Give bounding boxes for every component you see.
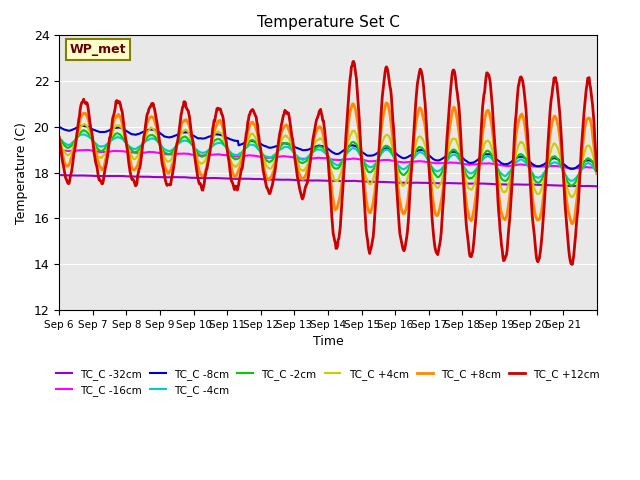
TC_C -2cm bbox=[80, 127, 88, 133]
TC_C -4cm bbox=[119, 136, 127, 142]
TC_C -2cm bbox=[244, 140, 252, 146]
TC_C -32cm bbox=[55, 172, 63, 178]
Line: TC_C +8cm: TC_C +8cm bbox=[59, 103, 597, 224]
TC_C +8cm bbox=[384, 101, 392, 107]
Line: TC_C -8cm: TC_C -8cm bbox=[59, 126, 597, 169]
TC_C +8cm bbox=[568, 221, 576, 227]
TC_C -16cm bbox=[384, 157, 392, 163]
TC_C -8cm bbox=[384, 145, 392, 151]
TC_C -4cm bbox=[244, 143, 252, 149]
TC_C +12cm bbox=[264, 187, 272, 193]
TC_C -2cm bbox=[568, 183, 575, 189]
TC_C +8cm bbox=[593, 171, 601, 177]
TC_C -16cm bbox=[414, 158, 422, 164]
TC_C -4cm bbox=[414, 150, 422, 156]
TC_C +8cm bbox=[217, 120, 225, 125]
TC_C +12cm bbox=[244, 120, 252, 125]
TC_C -4cm bbox=[80, 132, 88, 137]
TC_C +4cm bbox=[119, 128, 127, 134]
TC_C -32cm bbox=[118, 173, 126, 179]
TC_C -32cm bbox=[413, 180, 421, 186]
TC_C +8cm bbox=[118, 120, 126, 126]
TC_C +4cm bbox=[81, 121, 88, 127]
X-axis label: Time: Time bbox=[312, 335, 343, 348]
TC_C -2cm bbox=[414, 145, 422, 151]
TC_C -8cm bbox=[119, 126, 127, 132]
Line: TC_C -16cm: TC_C -16cm bbox=[59, 150, 597, 168]
TC_C -16cm bbox=[82, 147, 90, 153]
TC_C -2cm bbox=[218, 138, 226, 144]
Line: TC_C -4cm: TC_C -4cm bbox=[59, 134, 597, 181]
TC_C -8cm bbox=[79, 123, 87, 129]
Line: TC_C +12cm: TC_C +12cm bbox=[59, 61, 597, 264]
TC_C +4cm bbox=[593, 170, 601, 176]
TC_C +12cm bbox=[414, 77, 422, 83]
TC_C -4cm bbox=[55, 135, 63, 141]
TC_C +12cm bbox=[55, 135, 63, 141]
TC_C -2cm bbox=[593, 169, 601, 175]
TC_C +12cm bbox=[349, 59, 357, 64]
TC_C -32cm bbox=[264, 177, 272, 182]
TC_C +12cm bbox=[217, 109, 225, 115]
Text: WP_met: WP_met bbox=[70, 43, 127, 56]
TC_C -16cm bbox=[55, 147, 63, 153]
TC_C +8cm bbox=[55, 134, 63, 140]
TC_C -8cm bbox=[218, 132, 226, 138]
TC_C -32cm bbox=[244, 176, 252, 181]
TC_C -4cm bbox=[218, 141, 226, 146]
TC_C +12cm bbox=[568, 262, 576, 267]
TC_C +4cm bbox=[218, 131, 226, 136]
TC_C +4cm bbox=[414, 135, 422, 141]
TC_C +12cm bbox=[118, 109, 126, 115]
TC_C -8cm bbox=[593, 163, 601, 168]
TC_C -16cm bbox=[568, 166, 575, 171]
TC_C -4cm bbox=[384, 147, 392, 153]
TC_C -8cm bbox=[244, 138, 252, 144]
TC_C -8cm bbox=[265, 144, 273, 150]
TC_C -16cm bbox=[593, 165, 601, 171]
TC_C -16cm bbox=[244, 153, 252, 158]
TC_C +4cm bbox=[244, 137, 252, 143]
TC_C -4cm bbox=[568, 178, 575, 184]
TC_C -2cm bbox=[384, 144, 392, 149]
TC_C -8cm bbox=[55, 124, 63, 130]
TC_C -8cm bbox=[414, 148, 422, 154]
TC_C -2cm bbox=[55, 134, 63, 140]
TC_C +8cm bbox=[414, 109, 422, 115]
TC_C -2cm bbox=[265, 159, 273, 165]
Line: TC_C -2cm: TC_C -2cm bbox=[59, 130, 597, 186]
TC_C -32cm bbox=[383, 179, 391, 185]
TC_C -16cm bbox=[119, 148, 127, 154]
Legend: TC_C -32cm, TC_C -16cm, TC_C -8cm, TC_C -4cm, TC_C -2cm, TC_C +4cm, TC_C +8cm, T: TC_C -32cm, TC_C -16cm, TC_C -8cm, TC_C … bbox=[52, 364, 604, 400]
TC_C +4cm bbox=[55, 137, 63, 143]
TC_C +12cm bbox=[384, 69, 392, 74]
TC_C +4cm bbox=[384, 132, 392, 138]
Line: TC_C -32cm: TC_C -32cm bbox=[59, 175, 597, 186]
Y-axis label: Temperature (C): Temperature (C) bbox=[15, 122, 28, 224]
TC_C -32cm bbox=[217, 175, 225, 181]
Title: Temperature Set C: Temperature Set C bbox=[257, 15, 399, 30]
TC_C +4cm bbox=[265, 165, 273, 171]
TC_C +12cm bbox=[593, 168, 601, 173]
TC_C -32cm bbox=[593, 183, 601, 189]
TC_C -16cm bbox=[218, 152, 226, 157]
TC_C -2cm bbox=[119, 135, 127, 141]
TC_C +8cm bbox=[383, 100, 390, 106]
Line: TC_C +4cm: TC_C +4cm bbox=[59, 124, 597, 197]
TC_C -4cm bbox=[593, 170, 601, 176]
TC_C +8cm bbox=[244, 130, 252, 135]
TC_C -16cm bbox=[265, 155, 273, 161]
TC_C -4cm bbox=[265, 154, 273, 160]
TC_C +4cm bbox=[569, 194, 577, 200]
TC_C +8cm bbox=[264, 177, 272, 182]
TC_C -8cm bbox=[568, 166, 576, 172]
